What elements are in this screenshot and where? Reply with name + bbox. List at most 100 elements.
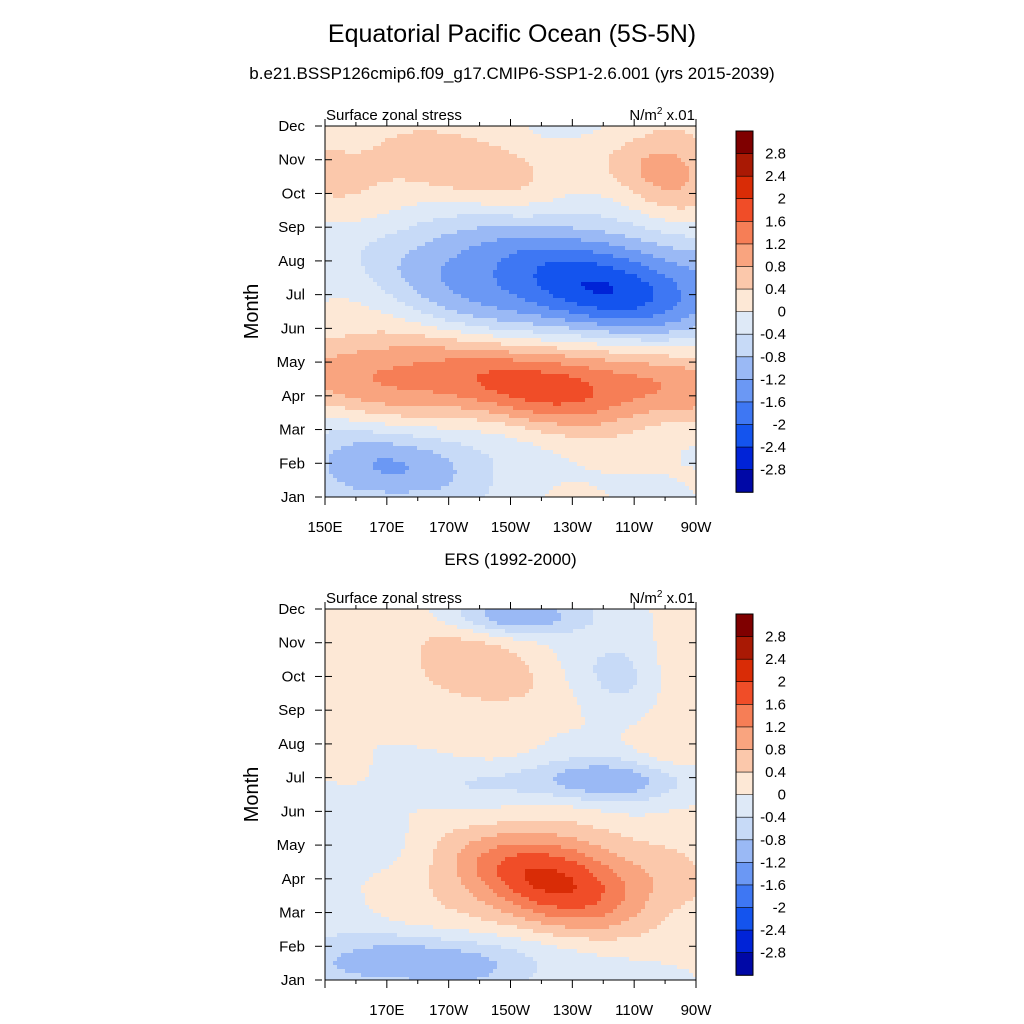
heatmap-cell bbox=[629, 250, 634, 255]
heatmap-cell bbox=[557, 202, 562, 207]
heatmap-cell bbox=[481, 194, 486, 199]
heatmap-cell bbox=[549, 314, 554, 319]
heatmap-cell bbox=[597, 134, 602, 139]
heatmap-cell bbox=[405, 270, 410, 275]
heatmap-cell bbox=[445, 210, 450, 215]
heatmap-cell bbox=[361, 254, 366, 259]
heatmap-cell bbox=[517, 302, 522, 307]
heatmap-cell bbox=[333, 254, 338, 259]
heatmap-cell bbox=[521, 246, 526, 251]
heatmap-cell bbox=[509, 182, 514, 187]
heatmap-cell bbox=[469, 154, 474, 159]
heatmap-cell bbox=[689, 150, 694, 155]
heatmap-cell bbox=[377, 234, 382, 239]
heatmap-cell bbox=[473, 270, 478, 275]
heatmap-cell bbox=[481, 294, 486, 299]
heatmap-cell bbox=[573, 162, 578, 167]
heatmap-cell bbox=[689, 218, 694, 223]
heatmap-cell bbox=[541, 150, 546, 155]
heatmap-cell bbox=[601, 134, 606, 139]
heatmap-cell bbox=[461, 150, 466, 155]
heatmap-cell bbox=[509, 150, 514, 155]
heatmap-cell bbox=[641, 198, 646, 203]
heatmap-cell bbox=[673, 238, 678, 243]
heatmap-cell bbox=[681, 310, 686, 315]
heatmap-cell bbox=[425, 258, 430, 263]
heatmap-cell bbox=[353, 162, 358, 167]
heatmap-cell bbox=[461, 162, 466, 167]
heatmap-cell bbox=[569, 302, 574, 307]
heatmap-cell bbox=[493, 250, 498, 255]
heatmap-cell bbox=[429, 174, 434, 179]
heatmap-cell bbox=[661, 250, 666, 255]
heatmap-cell bbox=[389, 254, 394, 259]
heatmap-cell bbox=[349, 202, 354, 207]
heatmap-cell bbox=[693, 238, 697, 243]
heatmap-cell bbox=[457, 322, 462, 327]
heatmap-cell bbox=[689, 306, 694, 311]
heatmap-cell bbox=[341, 246, 346, 251]
heatmap-cell bbox=[449, 318, 454, 323]
heatmap-cell bbox=[353, 166, 358, 171]
heatmap-cell bbox=[661, 334, 666, 339]
heatmap-cell bbox=[469, 250, 474, 255]
heatmap-cell bbox=[641, 286, 646, 291]
heatmap-cell bbox=[493, 234, 498, 239]
heatmap-cell bbox=[449, 190, 454, 195]
heatmap-cell bbox=[613, 166, 618, 171]
heatmap-cell bbox=[613, 154, 618, 159]
heatmap-cell bbox=[477, 154, 482, 159]
heatmap-cell bbox=[657, 174, 662, 179]
heatmap-cell bbox=[493, 150, 498, 155]
heatmap-cell bbox=[613, 230, 618, 235]
heatmap-cell bbox=[377, 326, 382, 331]
heatmap-cell bbox=[417, 294, 422, 299]
heatmap-cell bbox=[353, 318, 358, 323]
heatmap-cell bbox=[401, 258, 406, 263]
heatmap-cell bbox=[665, 246, 670, 251]
heatmap-cell bbox=[481, 338, 486, 343]
heatmap-cell bbox=[425, 306, 430, 311]
heatmap-cell bbox=[573, 134, 578, 139]
heatmap-cell bbox=[657, 158, 662, 163]
heatmap-cell bbox=[549, 198, 554, 203]
heatmap-cell bbox=[589, 262, 594, 267]
heatmap-cell bbox=[573, 158, 578, 163]
heatmap-cell bbox=[357, 230, 362, 235]
heatmap-cell bbox=[445, 318, 450, 323]
heatmap-cell bbox=[413, 158, 418, 163]
heatmap-cell bbox=[669, 154, 674, 159]
heatmap-cell bbox=[521, 250, 526, 255]
heatmap-cell bbox=[665, 154, 670, 159]
heatmap-cell bbox=[521, 282, 526, 287]
heatmap-cell bbox=[545, 218, 550, 223]
heatmap-cell bbox=[525, 134, 530, 139]
heatmap-cell bbox=[437, 278, 442, 283]
heatmap-cell bbox=[461, 146, 466, 151]
heatmap-cell bbox=[661, 186, 666, 191]
heatmap-cell bbox=[425, 134, 430, 139]
heatmap-cell bbox=[593, 202, 598, 207]
heatmap-cell bbox=[349, 226, 354, 231]
heatmap-cell bbox=[337, 214, 342, 219]
heatmap-cell bbox=[557, 254, 562, 259]
heatmap-cell bbox=[449, 170, 454, 175]
heatmap-cell bbox=[569, 170, 574, 175]
heatmap-cell bbox=[513, 178, 518, 183]
heatmap-cell bbox=[641, 226, 646, 231]
heatmap-cell bbox=[677, 202, 682, 207]
heatmap-cell bbox=[513, 290, 518, 295]
heatmap-cell bbox=[565, 278, 570, 283]
heatmap-cell bbox=[637, 314, 642, 319]
heatmap-cell bbox=[501, 146, 506, 151]
heatmap-cell bbox=[461, 286, 466, 291]
heatmap-cell bbox=[453, 174, 458, 179]
heatmap-cell bbox=[493, 242, 498, 247]
heatmap-cell bbox=[689, 190, 694, 195]
heatmap-cell bbox=[597, 318, 602, 323]
heatmap-cell bbox=[349, 338, 354, 343]
heatmap-cell bbox=[325, 138, 330, 143]
heatmap-cell bbox=[669, 138, 674, 143]
heatmap-cell bbox=[429, 274, 434, 279]
heatmap-cell bbox=[429, 262, 434, 267]
